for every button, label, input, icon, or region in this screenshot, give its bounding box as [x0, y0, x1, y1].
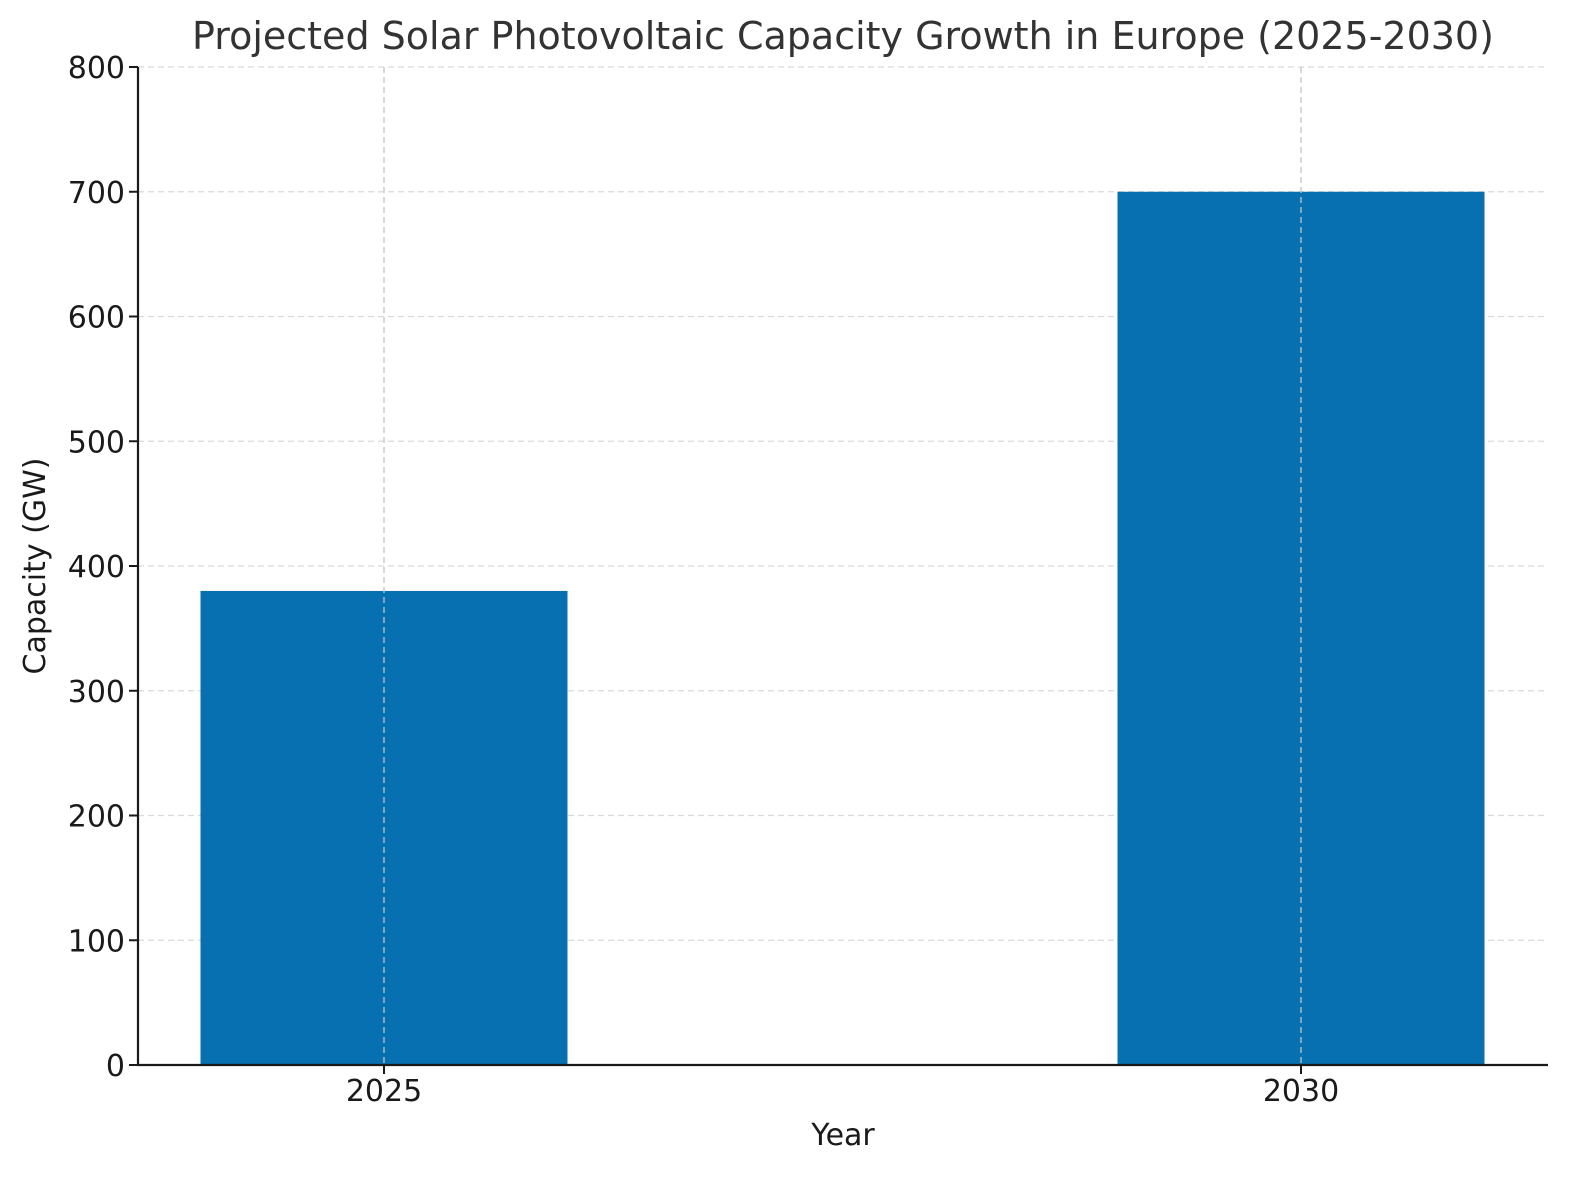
- y-tick-label: 500: [68, 425, 125, 460]
- y-tick-label: 0: [106, 1049, 125, 1084]
- x-tick-label: 2025: [346, 1074, 422, 1109]
- y-axis-label: Capacity (GW): [18, 458, 53, 675]
- y-axis-ticks: 0 100 200 300 400 500 600 700 800: [68, 51, 138, 1084]
- y-tick-label: 400: [68, 550, 125, 585]
- x-axis-ticks: 2025 2030: [346, 1065, 1339, 1109]
- y-tick-label: 700: [68, 176, 125, 211]
- vertical-grid: [383, 67, 1302, 1065]
- x-tick-label: 2030: [1263, 1074, 1339, 1109]
- x-axis-label: Year: [810, 1118, 875, 1153]
- y-tick-label: 800: [68, 51, 125, 86]
- y-tick-label: 300: [68, 675, 125, 710]
- y-tick-label: 200: [68, 800, 125, 835]
- y-tick-label: 600: [68, 301, 125, 336]
- chart-title: Projected Solar Photovoltaic Capacity Gr…: [192, 14, 1494, 58]
- bars: [200, 191, 1485, 1065]
- y-tick-label: 100: [68, 924, 125, 959]
